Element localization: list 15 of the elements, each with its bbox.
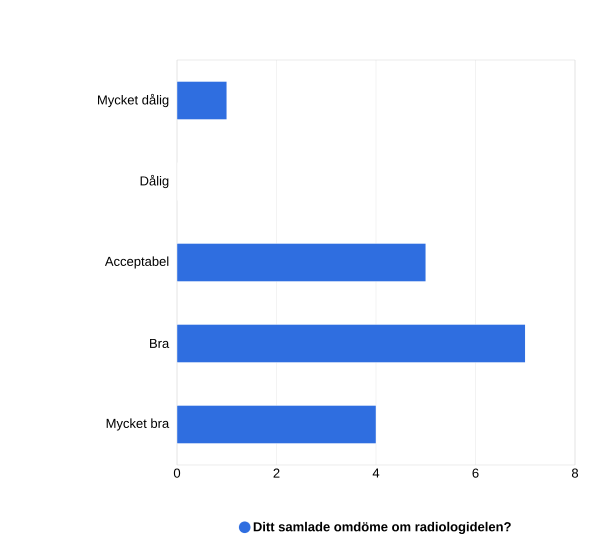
x-tick-label: 6 xyxy=(472,468,479,478)
bar xyxy=(177,405,376,444)
x-tick-label: 0 xyxy=(174,468,180,478)
y-tick-label: Acceptabel xyxy=(104,256,168,269)
x-tick-label: 2 xyxy=(274,468,280,478)
x-tick-label: 8 xyxy=(572,468,578,478)
y-tick-label: Bra xyxy=(150,338,170,348)
bar xyxy=(177,81,227,120)
y-tick-label: Mycket dålig xyxy=(98,94,168,108)
bar xyxy=(177,324,526,363)
x-tick-label: 4 xyxy=(372,468,380,478)
y-tick-label: Dålig xyxy=(140,174,168,188)
y-tick-label: Mycket bra xyxy=(106,418,170,431)
bar xyxy=(177,243,426,282)
legend-label: Ditt samlade omdöme om radiologidelen? xyxy=(254,522,511,534)
